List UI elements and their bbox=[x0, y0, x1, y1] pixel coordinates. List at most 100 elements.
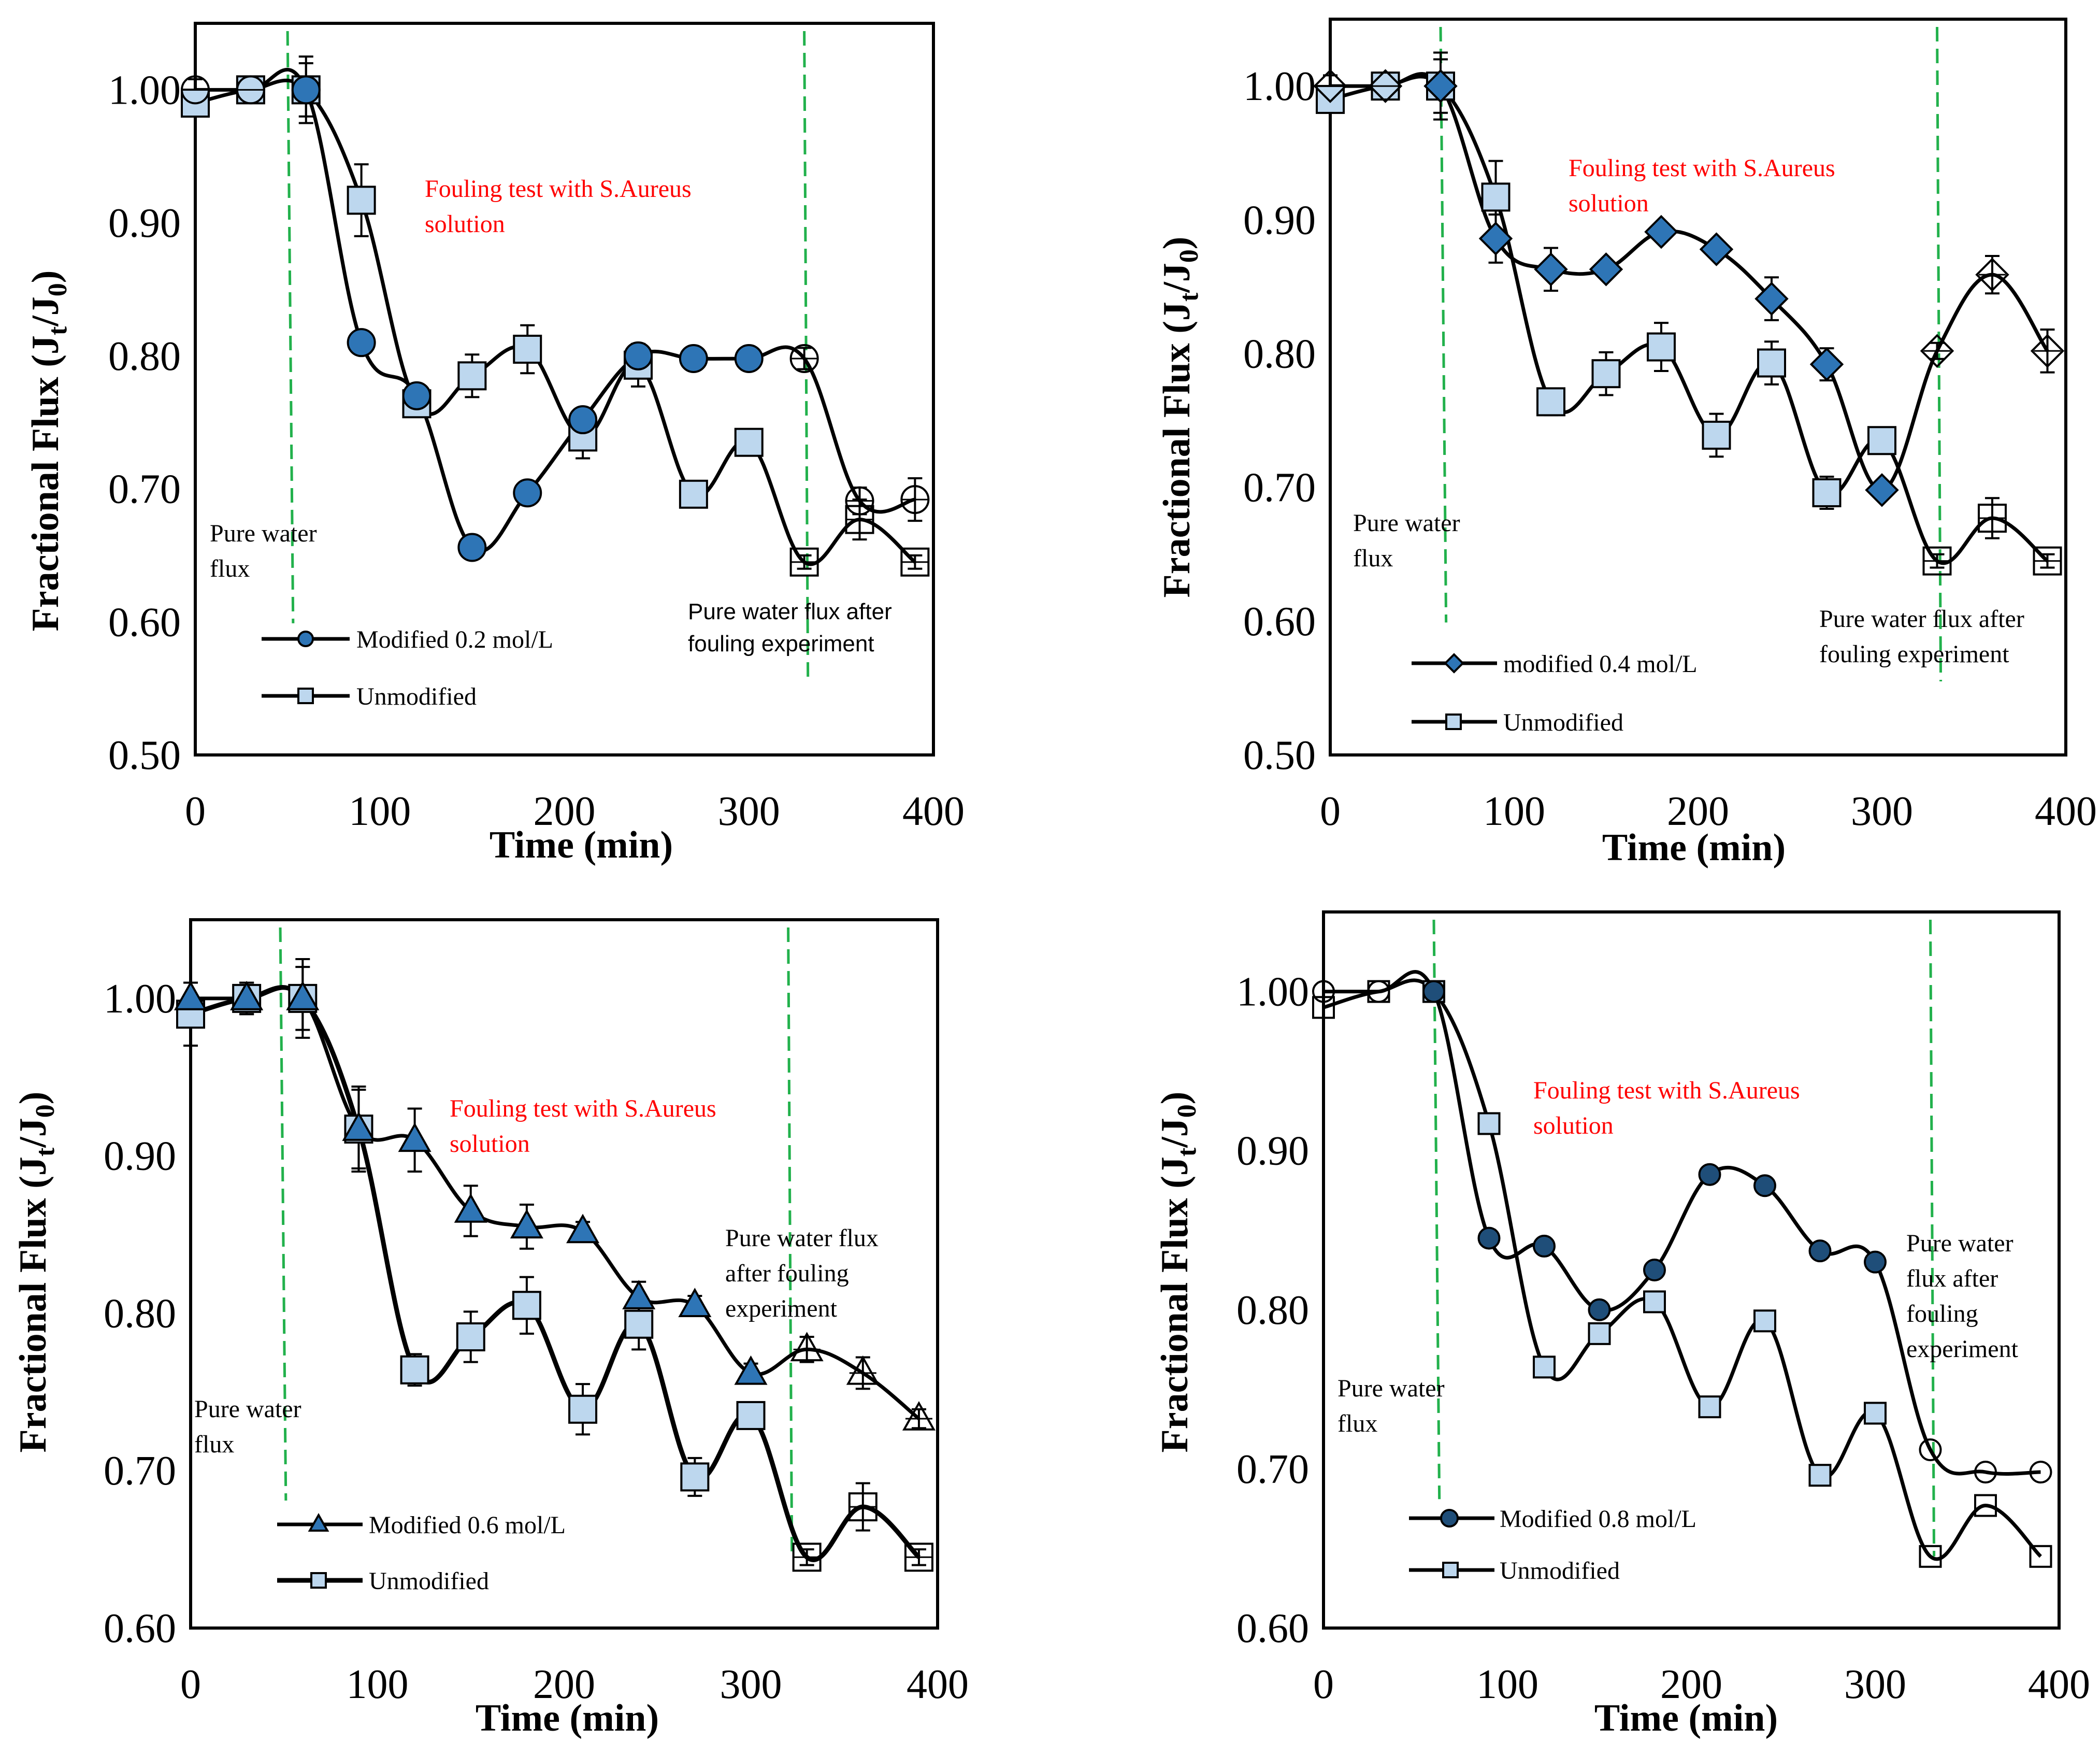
data-point-square bbox=[2029, 1545, 2052, 1568]
data-point-circle bbox=[457, 533, 487, 562]
data-point-square bbox=[734, 427, 764, 457]
x-tick-label: 100 bbox=[1483, 789, 1545, 834]
data-point-circle bbox=[2029, 1461, 2052, 1484]
data-point-triangle bbox=[790, 1332, 824, 1362]
reference-line bbox=[286, 31, 295, 623]
legend-label-modified: Modified 0.8 mol/L bbox=[1500, 1505, 1696, 1533]
data-point-diamond bbox=[1699, 232, 1734, 266]
pure-water-annotation: Pure water flux bbox=[1353, 509, 1460, 572]
after-fouling-annotation: Pure water flux after fouling experiment bbox=[1906, 1230, 2019, 1363]
data-point-square bbox=[736, 1401, 766, 1430]
data-point-square bbox=[680, 1462, 710, 1492]
data-point-square bbox=[1316, 84, 1345, 114]
fouling-annotation: Fouling test with S.Aureus solution bbox=[1569, 154, 1835, 217]
y-axis-title: Fractional Flux (Jt/J0) bbox=[1156, 237, 1204, 598]
legend: Modified 0.8 mol/L Unmodified bbox=[1409, 1505, 1696, 1585]
data-point-diamond bbox=[1809, 347, 1844, 381]
chart-marks bbox=[174, 927, 936, 1572]
data-point-square bbox=[1481, 182, 1511, 212]
legend: Modified 0.6 mol/L Unmodified bbox=[277, 1511, 566, 1595]
x-tick-label: 300 bbox=[1844, 1662, 1906, 1707]
data-point-circle bbox=[513, 478, 542, 508]
data-point-circle bbox=[402, 381, 431, 410]
data-point-square bbox=[1753, 1309, 1776, 1333]
x-axis-title: Time (min) bbox=[1602, 826, 1786, 869]
chart-panel-4: 0.60 0.70 0.80 0.90 1.00 0 100 200 300 400 Time … bbox=[1154, 910, 2090, 1739]
data-point-diamond bbox=[1534, 252, 1568, 287]
y-tick-label: 0.60 bbox=[108, 600, 181, 645]
data-point-circle bbox=[1753, 1174, 1776, 1197]
pure-water-annotation: Pure water flux bbox=[1337, 1375, 1445, 1437]
data-point-diamond bbox=[1368, 69, 1403, 103]
data-point-circle bbox=[1588, 1298, 1611, 1321]
data-point-diamond bbox=[1975, 258, 2009, 292]
x-tick-label: 0 bbox=[180, 1662, 201, 1707]
y-tick-label: 0.80 bbox=[108, 334, 181, 379]
y-tick-labels: 0.60 0.70 0.80 0.90 1.00 bbox=[104, 976, 176, 1651]
x-axis-title: Time (min) bbox=[490, 824, 673, 866]
pure-water-annotation: Pure water flux bbox=[194, 1395, 301, 1458]
x-tick-label: 300 bbox=[720, 1662, 782, 1707]
data-point-triangle bbox=[510, 1209, 543, 1239]
data-point-circle bbox=[1919, 1438, 1942, 1462]
data-point-circle bbox=[734, 344, 764, 373]
y-tick-label: 0.50 bbox=[1243, 733, 1316, 778]
x-tick-label: 200 bbox=[1660, 1662, 1722, 1707]
data-point-circle bbox=[1477, 1226, 1501, 1250]
data-point-square bbox=[1588, 1322, 1611, 1345]
x-tick-labels: 0 100 200 300 400 bbox=[1320, 789, 2097, 834]
x-tick-label: 300 bbox=[1851, 789, 1913, 834]
data-point-square bbox=[513, 334, 542, 364]
series-line bbox=[190, 985, 921, 1562]
x-tick-label: 0 bbox=[1313, 1662, 1334, 1707]
y-tick-labels: 0.60 0.70 0.80 0.90 1.00 bbox=[1236, 969, 1309, 1651]
data-point-circle bbox=[1864, 1250, 1887, 1274]
data-point-square bbox=[624, 1309, 654, 1339]
legend-label-modified: Modified 0.6 mol/L bbox=[369, 1511, 566, 1539]
after-fouling-annotation: Pure water flux after fouling experiment bbox=[688, 599, 892, 657]
x-tick-label: 400 bbox=[2035, 789, 2097, 834]
chart-panel-2: 0.50 0.60 0.70 0.80 0.90 1.00 0 100 200 300 400 T… bbox=[1156, 18, 2097, 869]
data-point-circle bbox=[347, 328, 376, 358]
data-point-diamond bbox=[1754, 281, 1789, 316]
y-axis-title: Fractional Flux (Jt/J0) bbox=[12, 1092, 60, 1453]
legend-label-modified: modified 0.4 mol/L bbox=[1503, 650, 1698, 678]
x-axis-title: Time (min) bbox=[1594, 1697, 1778, 1739]
chart-marks bbox=[1312, 919, 2052, 1568]
legend: Modified 0.2 mol/L Unmodified bbox=[262, 626, 553, 710]
data-point-triangle bbox=[174, 980, 208, 1010]
data-point-square bbox=[1643, 1290, 1666, 1314]
y-tick-labels: 0.50 0.60 0.70 0.80 0.90 1.00 bbox=[1243, 64, 1316, 778]
y-tick-label: 0.60 bbox=[1243, 599, 1316, 645]
data-point-circle bbox=[1422, 980, 1445, 1003]
reference-line bbox=[1936, 26, 1943, 682]
data-point-triangle bbox=[230, 980, 264, 1010]
data-point-square bbox=[1533, 1355, 1556, 1379]
x-tick-label: 100 bbox=[349, 789, 411, 834]
legend-marker-modified bbox=[1444, 653, 1464, 674]
series-line bbox=[1330, 75, 2049, 565]
y-tick-label: 0.50 bbox=[108, 733, 181, 778]
x-tick-label: 0 bbox=[1320, 789, 1341, 834]
data-point-circle bbox=[1312, 980, 1335, 1003]
fouling-annotation: Fouling test with S.Aureus solution bbox=[1533, 1077, 1800, 1139]
data-point-square bbox=[400, 1355, 429, 1385]
legend-label-unmodified: Unmodified bbox=[369, 1567, 489, 1595]
data-point-triangle bbox=[566, 1214, 600, 1244]
data-point-square bbox=[1536, 387, 1565, 417]
y-tick-label: 0.70 bbox=[108, 467, 181, 512]
y-tick-label: 0.90 bbox=[1243, 197, 1316, 243]
data-point-diamond bbox=[1478, 221, 1513, 256]
x-tick-labels: 0 100 200 300 400 bbox=[180, 1662, 969, 1707]
legend-label-unmodified: Unmodified bbox=[1503, 709, 1623, 736]
data-point-square bbox=[1477, 1112, 1501, 1135]
data-point-square bbox=[1702, 420, 1731, 450]
data-point-square bbox=[347, 185, 376, 215]
data-point-square bbox=[1919, 1545, 1942, 1568]
data-point-triangle bbox=[734, 1355, 768, 1385]
legend: modified 0.4 mol/L Unmodified bbox=[1412, 650, 1698, 736]
data-point-square bbox=[679, 479, 708, 509]
plot-frame bbox=[1329, 18, 2067, 757]
chart-marks bbox=[1313, 26, 2065, 682]
y-tick-label: 0.90 bbox=[1236, 1129, 1309, 1174]
